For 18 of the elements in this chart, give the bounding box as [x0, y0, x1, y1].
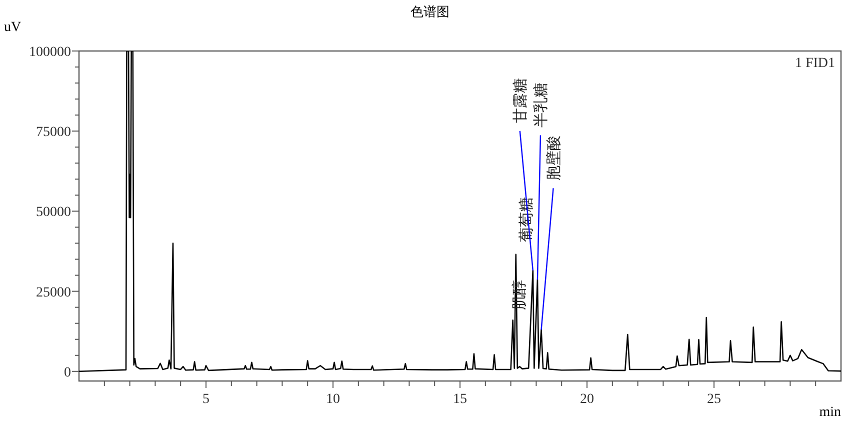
annotation: 肌醇 — [512, 280, 528, 310]
x-tick-label: 5 — [202, 392, 210, 407]
y-tick-label: 0 — [64, 365, 71, 380]
y-tick-label: 50000 — [36, 205, 71, 220]
ylabel: uV — [4, 20, 22, 35]
x-tick-label: 15 — [453, 392, 467, 407]
y-tick-label: 100000 — [29, 45, 71, 60]
y-tick-label: 75000 — [36, 125, 71, 140]
xlabel: min — [819, 405, 841, 420]
x-tick-label: 10 — [326, 392, 340, 407]
x-tick-label: 25 — [707, 392, 721, 407]
title: 色谱图 — [410, 4, 450, 19]
annotation: 1 FID1 — [794, 56, 835, 71]
annotation: 胞壁酸 — [546, 135, 562, 180]
y-tick-label: 25000 — [36, 285, 71, 300]
annotation: 甘露糖 — [512, 78, 529, 123]
annotation: 半乳糖 — [533, 82, 550, 128]
x-tick-label: 20 — [580, 392, 594, 407]
